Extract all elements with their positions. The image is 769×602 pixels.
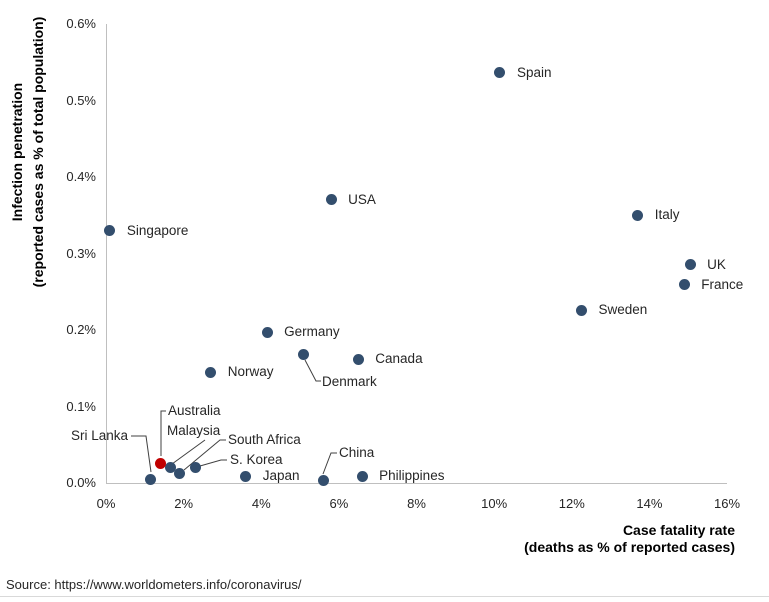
data-label-germany: Germany <box>284 324 340 340</box>
data-label-s-korea: S. Korea <box>230 452 283 467</box>
data-label-south-africa: South Africa <box>228 432 301 447</box>
x-axis-title-line1: Case fatality rate <box>622 522 735 538</box>
callout-line-australia <box>160 410 166 456</box>
data-point-australia <box>154 457 166 469</box>
y-tick-label-0-3-: 0.3% <box>66 245 96 261</box>
data-point-norway <box>205 366 217 378</box>
x-tick-label-10-: 10% <box>481 496 508 511</box>
data-point-s-korea <box>189 462 201 474</box>
data-label-canada: Canada <box>375 351 423 367</box>
data-label-italy: Italy <box>654 207 680 223</box>
data-label-china: China <box>339 445 375 460</box>
x-axis-title-line2: (deaths as % of reported cases) <box>524 539 735 555</box>
y-tick-label-0-5-: 0.5% <box>66 92 96 108</box>
data-label-japan: Japan <box>262 468 300 484</box>
y-tick-label-0-4-: 0.4% <box>66 169 96 184</box>
data-point-usa <box>325 194 337 206</box>
data-point-france <box>678 279 690 291</box>
data-label-sri-lanka: Sri Lanka <box>70 428 128 443</box>
data-label-france: France <box>701 276 744 292</box>
data-point-japan <box>240 470 252 482</box>
callout-line-malaysia <box>171 439 206 465</box>
bottom-divider <box>0 596 769 597</box>
data-point-germany <box>261 326 273 338</box>
x-tick-label-6-: 6% <box>329 496 349 511</box>
data-label-sweden: Sweden <box>598 302 648 318</box>
callout-line-s-korea <box>199 459 227 467</box>
x-tick-label-2-: 2% <box>174 496 194 511</box>
x-axis-title: Case fatality rate (deaths as % of repor… <box>435 522 735 556</box>
x-tick-label-12-: 12% <box>558 496 585 511</box>
x-tick-label-0-: 0% <box>96 496 116 511</box>
data-label-australia: Australia <box>168 403 221 418</box>
data-label-singapore: Singapore <box>126 222 189 238</box>
data-point-singapore <box>104 225 116 237</box>
data-label-norway: Norway <box>227 364 274 380</box>
data-point-malaysia <box>164 462 176 474</box>
x-tick-label-16-: 16% <box>713 496 741 511</box>
data-point-denmark <box>298 348 310 360</box>
data-point-china <box>317 475 329 487</box>
data-label-denmark: Denmark <box>322 374 377 389</box>
data-point-spain <box>494 67 506 79</box>
data-point-south-africa <box>174 468 186 480</box>
callout-line-denmark <box>304 359 321 382</box>
data-label-spain: Spain <box>516 64 552 80</box>
x-tick-label-8-: 8% <box>407 496 426 511</box>
data-label-philippines: Philippines <box>379 468 445 484</box>
x-tick-label-14-: 14% <box>636 496 663 511</box>
callout-line-sri-lanka <box>131 435 152 473</box>
data-point-canada <box>352 353 364 365</box>
data-label-usa: USA <box>348 191 376 207</box>
data-point-philippines <box>356 470 368 482</box>
data-point-sweden <box>575 304 587 316</box>
data-label-malaysia: Malaysia <box>167 423 221 438</box>
x-tick-label-4-: 4% <box>251 496 271 511</box>
data-point-sri-lanka <box>145 474 157 486</box>
y-tick-label-0-2-: 0.2% <box>66 322 96 337</box>
y-tick-label-0-1-: 0.1% <box>66 398 96 414</box>
data-point-italy <box>632 209 644 221</box>
callout-line-china <box>322 452 337 475</box>
callout-line-south-africa <box>183 439 226 471</box>
source-note: Source: https://www.worldometers.info/co… <box>6 577 302 592</box>
data-point-uk <box>684 259 696 271</box>
y-tick-label-0-0-: 0.0% <box>66 475 96 490</box>
data-label-uk: UK <box>707 256 726 272</box>
y-tick-label-0-6-: 0.6% <box>66 16 96 31</box>
